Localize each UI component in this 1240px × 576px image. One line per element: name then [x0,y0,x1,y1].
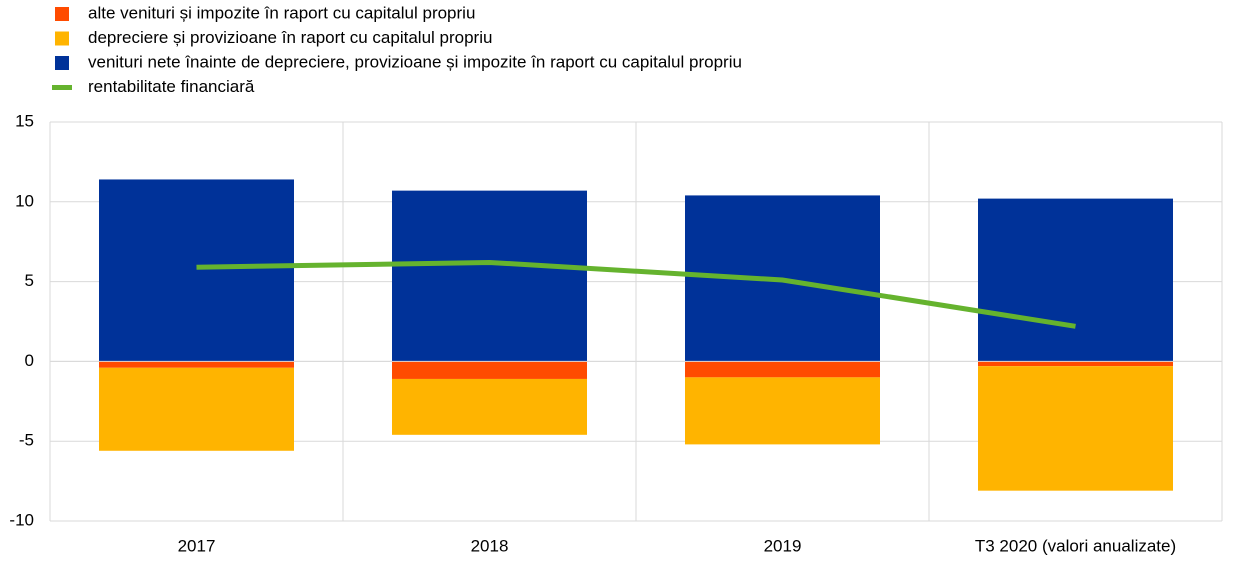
legend-swatch [55,56,69,70]
x-tick-label: T3 2020 (valori anualizate) [975,536,1176,555]
legend-swatch [55,7,69,21]
bar [392,190,587,362]
bar [685,377,880,445]
bar [99,361,294,368]
legend-swatch [55,31,69,46]
bar [685,361,880,378]
legend-label: alte venituri și impozite în raport cu c… [88,3,475,22]
y-tick-label: -10 [9,510,34,529]
bar [978,361,1173,367]
bar [99,179,294,362]
line [196,259,1076,329]
bar [978,198,1173,362]
y-tick-label: 5 [25,271,34,290]
bar [99,367,294,451]
x-tick-label: 2017 [178,536,216,555]
y-tick-label: 15 [15,111,34,130]
legend-label: venituri nete înainte de depreciere, pro… [88,52,742,71]
x-tick-label: 2019 [764,536,802,555]
bar [978,366,1173,491]
bar [392,378,587,435]
legend-label: depreciere și provizioane în raport cu c… [88,28,492,47]
legend-label: rentabilitate financiară [88,77,255,96]
y-tick-label: 10 [15,191,34,210]
x-tick-label: 2018 [471,536,509,555]
y-tick-label: -5 [19,431,34,450]
bar [392,361,587,379]
y-tick-label: 0 [25,351,34,370]
